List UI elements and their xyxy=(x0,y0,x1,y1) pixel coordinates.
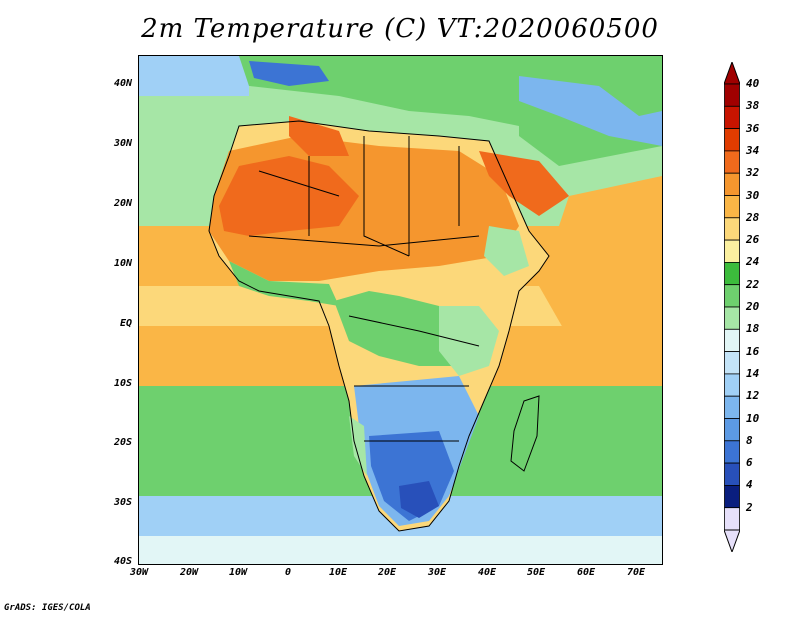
colorbar-label: 18 xyxy=(746,322,760,336)
colorbar-box xyxy=(724,418,740,442)
colorbar-box xyxy=(724,150,740,174)
lon-label-40e: 40E xyxy=(477,567,497,578)
lon-label-10e: 10E xyxy=(328,567,348,578)
colorbar-box xyxy=(724,195,740,219)
arabian-sea xyxy=(539,176,662,386)
colorbar-label: 8 xyxy=(746,433,753,447)
colorbar-label: 36 xyxy=(746,121,760,135)
colorbar-svg xyxy=(724,62,740,552)
lat-label-20s: 20S xyxy=(113,437,132,448)
lat-label-40s: 40S xyxy=(113,556,132,567)
colorbar-box xyxy=(724,373,740,397)
colorbar-box xyxy=(724,462,740,486)
temperature-map xyxy=(138,55,663,565)
lon-label-70e: 70E xyxy=(626,567,646,578)
colorbar-box xyxy=(724,217,740,241)
colorbar-box xyxy=(724,128,740,152)
colorbar-box xyxy=(724,395,740,419)
colorbar-label: 10 xyxy=(746,411,760,425)
colorbar-box xyxy=(724,239,740,263)
colorbar-box xyxy=(724,261,740,286)
colorbar-box xyxy=(724,440,740,464)
arabia-hot xyxy=(479,151,569,216)
lon-label-20w: 20W xyxy=(179,567,199,578)
lat-label-30n: 30N xyxy=(113,138,132,149)
alps-cold xyxy=(249,61,329,86)
namibia-coast xyxy=(349,416,367,476)
lon-label-60e: 60E xyxy=(576,567,596,578)
lat-label-20n: 20N xyxy=(113,198,132,209)
colorbar-label: 26 xyxy=(746,233,760,247)
ocean-southern-edge xyxy=(139,536,662,564)
lon-label-0: 0 xyxy=(284,567,292,578)
colorbar-box xyxy=(724,306,740,330)
libya-hot xyxy=(289,116,349,156)
east-highlands xyxy=(439,306,499,376)
colorbar-label: 4 xyxy=(746,478,753,492)
colorbar-label: 22 xyxy=(746,277,760,291)
country-boundaries xyxy=(208,120,550,532)
lon-label-10w: 10W xyxy=(228,567,248,578)
colorbar-bottom-arrow xyxy=(724,529,740,552)
lat-label-10s: 10S xyxy=(113,378,132,389)
anatolia-cold xyxy=(519,76,662,146)
lon-label-30w: 30W xyxy=(129,567,149,578)
colorbar-label: 30 xyxy=(746,188,760,202)
colorbar-box xyxy=(724,284,740,308)
colorbar-label: 32 xyxy=(746,166,760,180)
colorbar-box xyxy=(724,83,740,107)
west-africa-coast xyxy=(229,261,339,306)
colorbar-label: 24 xyxy=(746,255,760,269)
map-canvas xyxy=(139,56,662,564)
madagascar xyxy=(511,396,539,471)
colorbar-box xyxy=(724,172,740,196)
ethiopia-cool xyxy=(484,226,529,276)
colorbar-label: 40 xyxy=(746,77,760,90)
lat-label-eq: EQ xyxy=(119,318,132,329)
footer-credit: GrADS: IGES/COLA xyxy=(4,603,91,613)
lat-label-40n: 40N xyxy=(113,78,132,89)
colorbar-label: 20 xyxy=(746,300,760,313)
colorbar-boxes xyxy=(724,83,740,531)
colorbar-label: 28 xyxy=(746,210,760,224)
mediterranean-sea xyxy=(249,86,519,141)
map-title: 2m Temperature (C) VT:2020060500 xyxy=(141,14,659,44)
colorbar-box xyxy=(724,351,740,375)
colorbar-label: 34 xyxy=(746,143,760,157)
colorbar-label: 2 xyxy=(746,500,753,514)
lat-label-10n: 10N xyxy=(113,258,132,269)
sahara-hot-core xyxy=(219,156,359,236)
colorbar-label: 12 xyxy=(746,389,760,403)
colorbar-box xyxy=(724,484,740,509)
lon-label-30e: 30E xyxy=(427,567,447,578)
colorbar-label: 38 xyxy=(746,99,760,113)
colorbar-box xyxy=(724,507,740,531)
lon-label-20e: 20E xyxy=(377,567,397,578)
south-coldest xyxy=(399,481,439,518)
colorbar-label: 14 xyxy=(746,366,760,380)
colorbar-box xyxy=(724,105,740,129)
colorbar xyxy=(724,62,740,552)
colorbar-label: 16 xyxy=(746,344,760,358)
colorbar-top-arrow xyxy=(724,62,740,85)
colorbar-box xyxy=(724,328,740,352)
lat-label-30s: 30S xyxy=(113,497,132,508)
colorbar-label: 6 xyxy=(746,456,753,470)
lon-label-50e: 50E xyxy=(526,567,546,578)
